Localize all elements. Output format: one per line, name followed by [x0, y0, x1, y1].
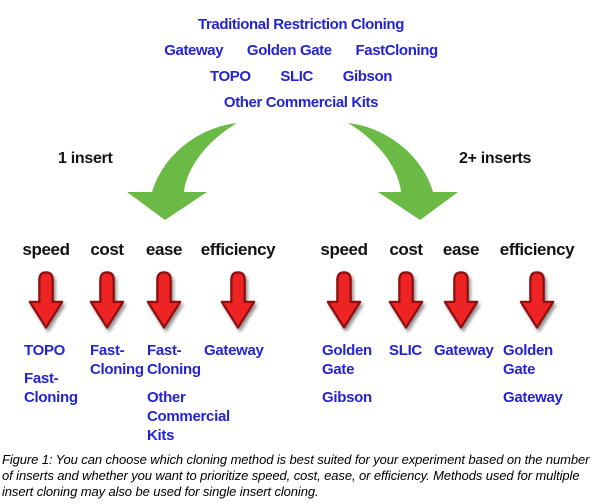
category-column-speed: speed Golden Gate Gibson	[314, 240, 374, 416]
branch-label-multi-insert: 2+ inserts	[459, 150, 532, 167]
method-label: Other Commercial Kits	[147, 389, 230, 444]
method-list: Gateway	[434, 341, 496, 360]
down-arrow-icon	[388, 271, 424, 329]
method-label: Gateway	[434, 342, 494, 359]
pool-line-4: Other Commercial Kits	[223, 94, 379, 111]
category-column-ease: ease Gateway	[426, 240, 496, 369]
down-arrow-icon	[443, 271, 479, 329]
category-column-cost: cost Fast-Cloning	[82, 240, 144, 388]
category-label: efficiency	[200, 240, 276, 259]
pool-line-2: Gateway Golden Gate FastCloning	[0, 38, 602, 64]
method-list: Golden Gate Gateway	[503, 341, 565, 407]
method-label: Gibson	[322, 389, 372, 406]
method-list: TOPO Fast-Cloning	[24, 341, 86, 407]
pool-line-1: Traditional Restriction Cloning	[198, 16, 404, 33]
pool-method: FastCloning	[355, 42, 438, 59]
pool-line-3: TOPO SLIC Gibson	[0, 64, 602, 90]
down-arrow-icon	[326, 271, 362, 329]
curved-arrow-down-icon	[127, 123, 237, 220]
category-label: speed	[22, 240, 70, 259]
method-label: SLIC	[389, 342, 422, 359]
category-column-speed: speed TOPO Fast-Cloning	[16, 240, 78, 416]
method-label: Fast-Cloning	[90, 342, 144, 378]
method-list: Gateway	[204, 341, 266, 360]
category-label: ease	[145, 240, 183, 259]
category-label: speed	[320, 240, 368, 259]
branch-label-single-insert: 1 insert	[58, 150, 113, 167]
method-label: Golden Gate	[503, 342, 553, 378]
category-label: ease	[442, 240, 480, 259]
curved-arrow-down-icon	[348, 123, 458, 220]
pool-method: Gateway	[164, 42, 224, 59]
method-list: Fast-Cloning Other Commercial Kits	[147, 341, 230, 445]
figure-caption: Figure 1: You can choose which cloning m…	[2, 452, 590, 499]
category-label: cost	[389, 240, 423, 259]
method-label: TOPO	[24, 342, 66, 359]
down-arrow-icon	[220, 271, 256, 329]
method-label: Golden Gate	[322, 342, 372, 378]
method-label: Fast-Cloning	[24, 370, 78, 406]
category-column-efficiency: efficiency Golden Gate Gateway	[495, 240, 579, 416]
down-arrow-icon	[89, 271, 125, 329]
down-arrow-icon	[519, 271, 555, 329]
method-label: Gateway	[503, 389, 563, 406]
category-label: cost	[90, 240, 124, 259]
down-arrow-icon	[28, 271, 64, 329]
pool-method: Golden Gate	[246, 42, 332, 59]
method-list: Fast-Cloning	[90, 341, 152, 379]
method-label: Gateway	[204, 342, 264, 359]
pool-method: TOPO	[209, 68, 251, 85]
method-list: Golden Gate Gibson	[322, 341, 384, 407]
category-label: efficiency	[499, 240, 575, 259]
category-column-ease: ease Fast-Cloning Other Commercial Kits	[139, 240, 230, 454]
method-list: SLIC	[389, 341, 451, 360]
pool-method: SLIC	[280, 68, 313, 85]
category-column-efficiency: efficiency Gateway	[196, 240, 280, 369]
down-arrow-icon	[146, 271, 182, 329]
methods-pool: Traditional Restriction Cloning Gateway …	[0, 12, 602, 116]
category-column-cost: cost SLIC	[381, 240, 431, 369]
method-label: Fast-Cloning	[147, 342, 201, 378]
pool-method: Gibson	[342, 68, 393, 85]
